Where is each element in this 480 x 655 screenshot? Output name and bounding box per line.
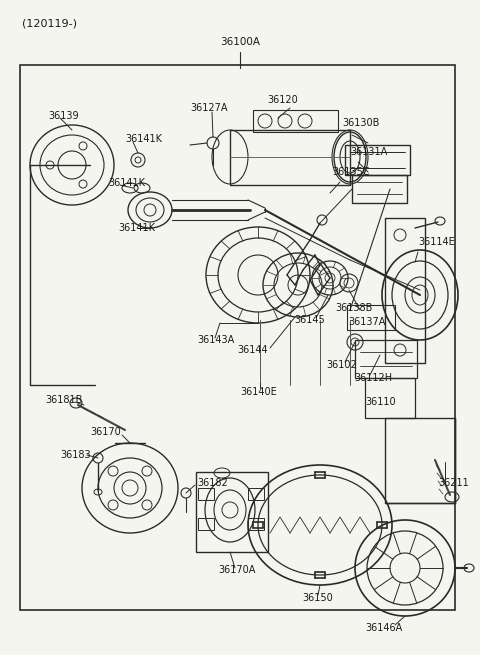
Text: 36141K: 36141K <box>108 178 145 188</box>
Text: 36140E: 36140E <box>240 387 277 397</box>
Bar <box>253 110 338 132</box>
Bar <box>20 65 455 610</box>
Text: 36150: 36150 <box>302 593 333 603</box>
Text: 36112H: 36112H <box>354 373 392 383</box>
Bar <box>347 305 395 330</box>
Bar <box>198 488 214 500</box>
Text: 36141K: 36141K <box>125 134 162 144</box>
Text: 36138B: 36138B <box>335 303 372 313</box>
Text: (120119-): (120119-) <box>22 18 77 28</box>
Text: 36170A: 36170A <box>218 565 255 575</box>
Text: 36211: 36211 <box>438 478 469 488</box>
Text: 36130B: 36130B <box>342 118 379 128</box>
Text: 36146A: 36146A <box>365 623 402 633</box>
Text: 36120: 36120 <box>267 95 298 105</box>
Bar <box>385 218 425 363</box>
Bar <box>230 130 350 185</box>
Text: 36170: 36170 <box>90 427 121 437</box>
Text: 36127A: 36127A <box>190 103 228 113</box>
Text: 36183: 36183 <box>60 450 91 460</box>
Text: 36144: 36144 <box>237 345 268 355</box>
Bar <box>385 418 455 503</box>
Text: 36145: 36145 <box>294 315 325 325</box>
Text: 36110: 36110 <box>365 397 396 407</box>
Bar <box>352 175 407 203</box>
Bar <box>198 518 214 530</box>
Bar <box>248 488 264 500</box>
Text: 36100A: 36100A <box>220 37 260 47</box>
Bar <box>248 518 264 530</box>
Text: 36182: 36182 <box>197 478 228 488</box>
Text: 36135C: 36135C <box>332 167 370 177</box>
Bar <box>345 145 410 175</box>
Text: 36139: 36139 <box>48 111 79 121</box>
Text: 36141K: 36141K <box>118 223 155 233</box>
Text: 36181B: 36181B <box>45 395 83 405</box>
Text: 36137A: 36137A <box>348 317 385 327</box>
Text: 36114E: 36114E <box>418 237 455 247</box>
Text: 36131A: 36131A <box>350 147 387 157</box>
Bar <box>196 472 268 552</box>
Bar <box>355 340 417 378</box>
Text: 36102: 36102 <box>326 360 357 370</box>
Bar <box>365 378 415 418</box>
Text: 36143A: 36143A <box>197 335 234 345</box>
